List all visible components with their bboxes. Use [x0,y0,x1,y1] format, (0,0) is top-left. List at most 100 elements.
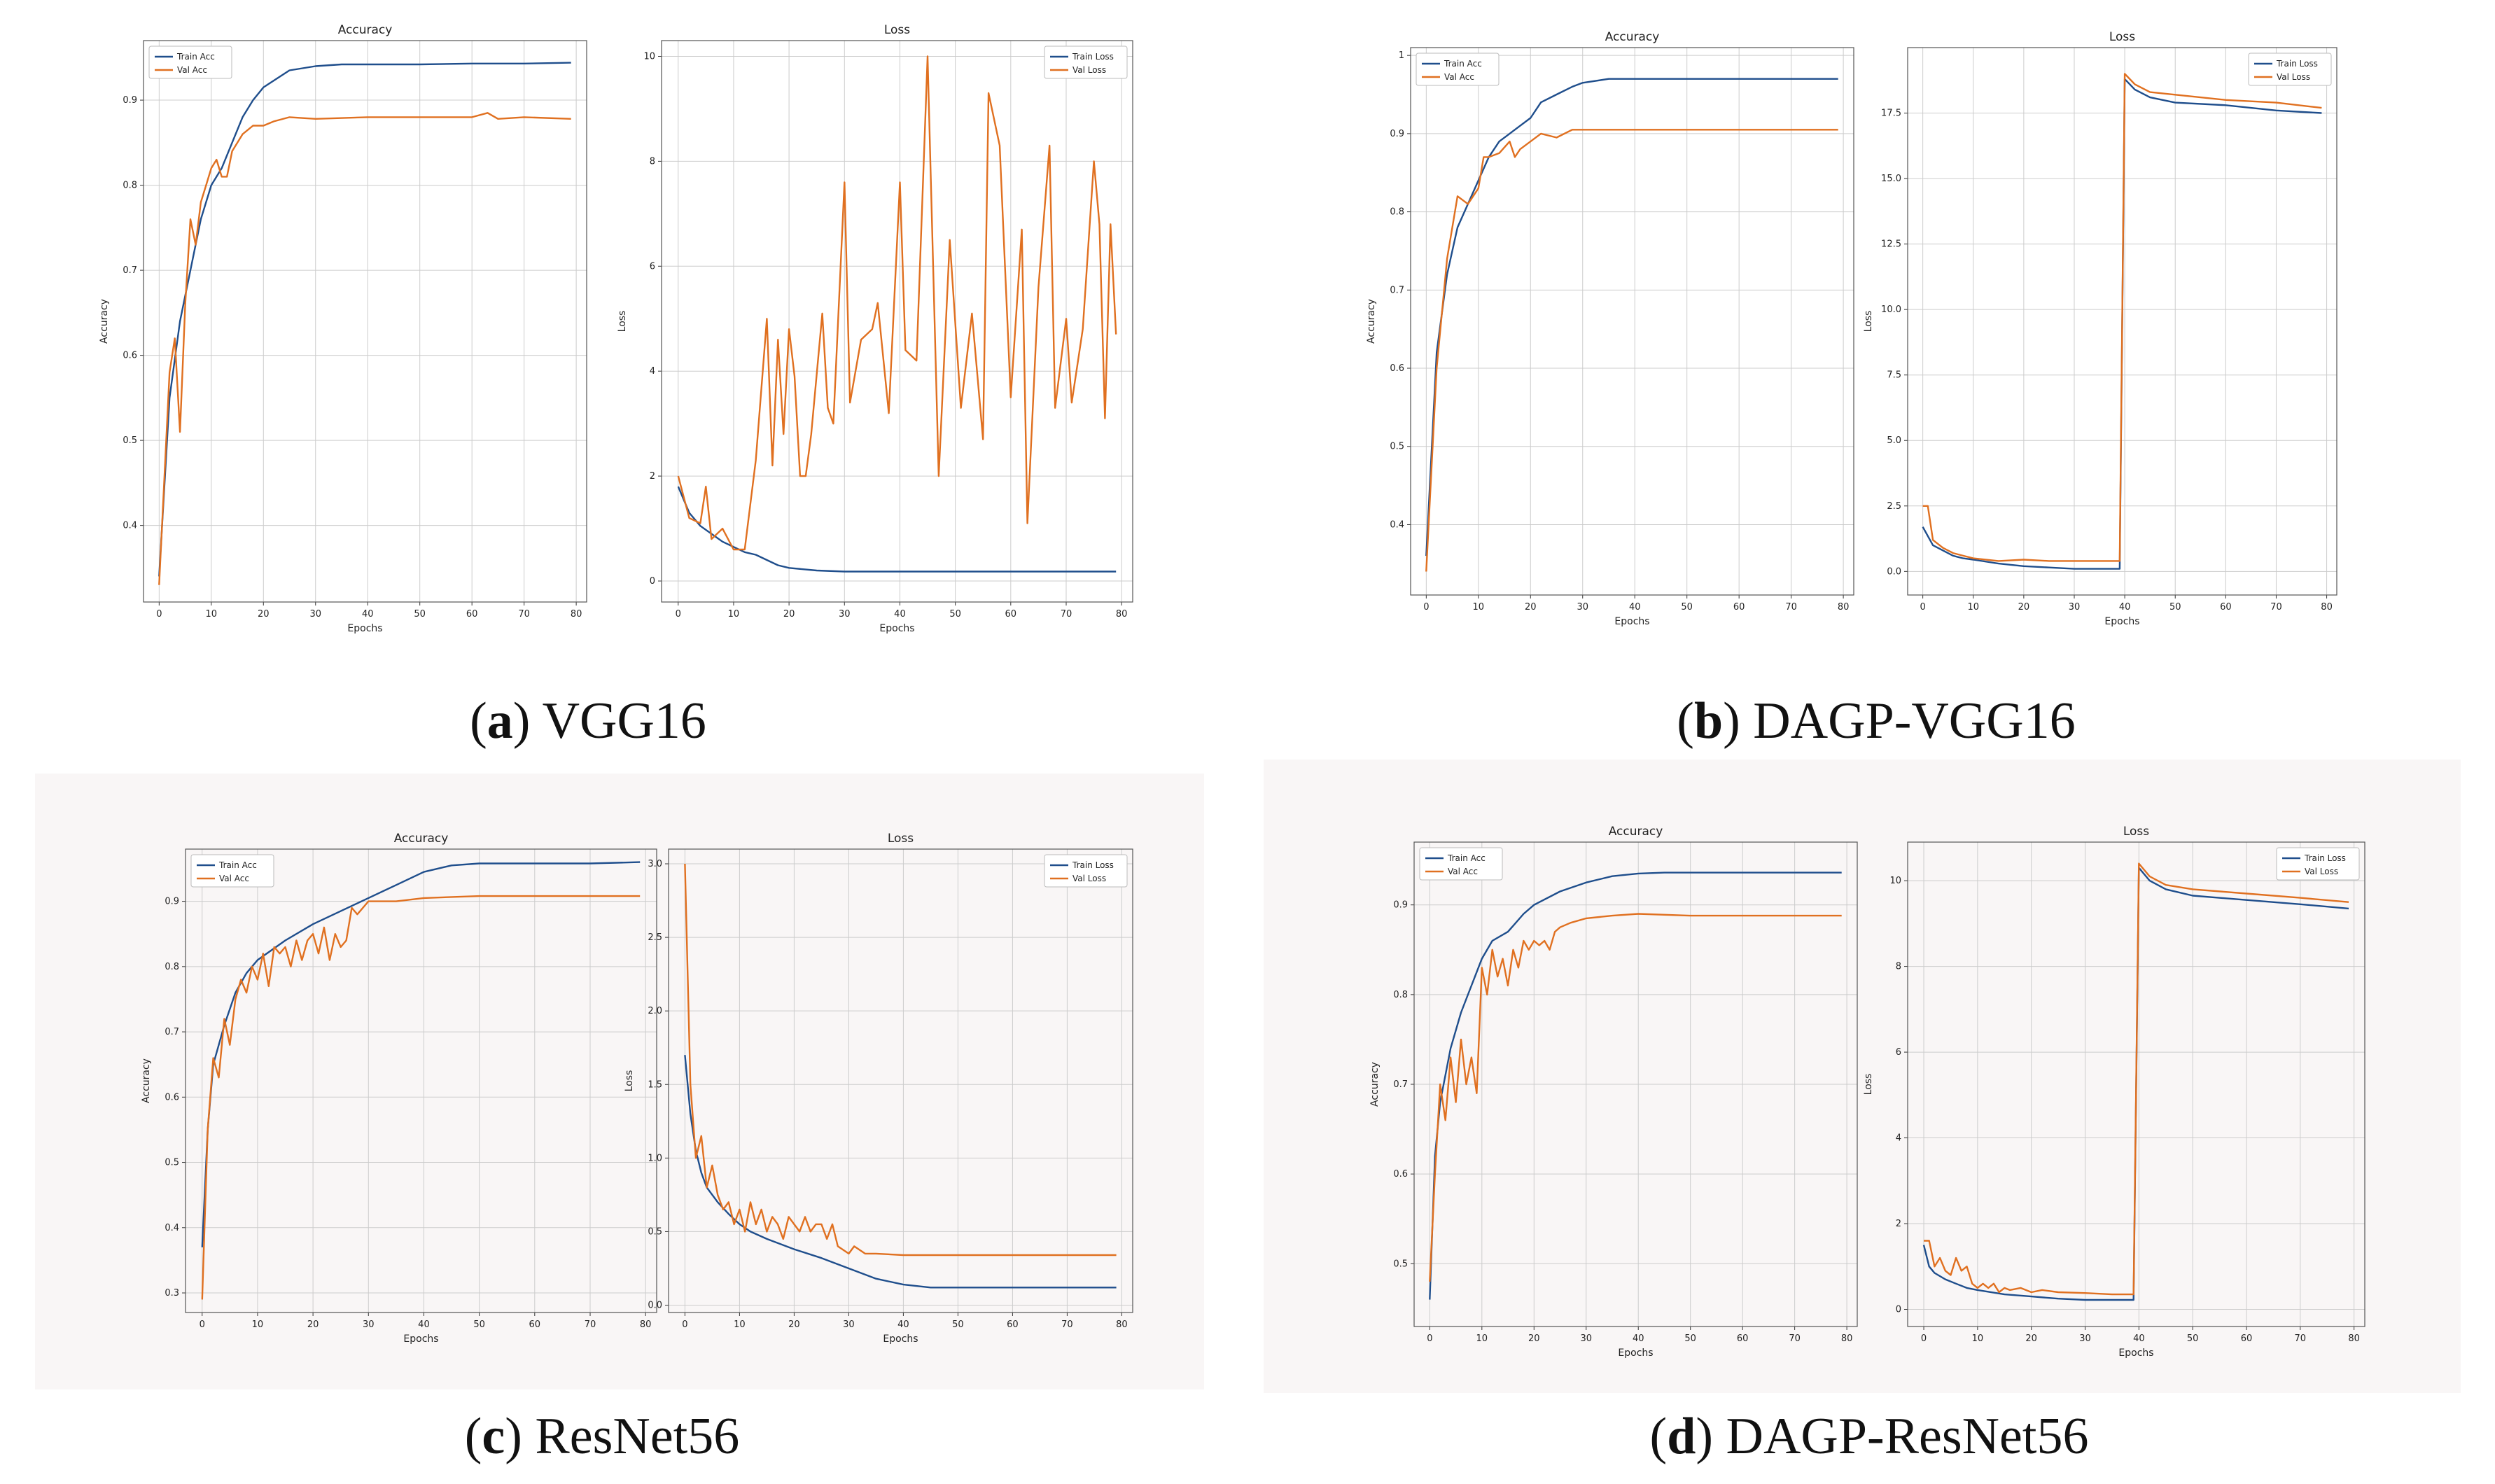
x-tick-label: 0 [1921,1334,1927,1344]
x-tick-label: 60 [1737,1334,1749,1344]
chart-title: Loss [888,832,914,846]
plot-frame [661,40,1133,603]
x-tick-label: 30 [843,1320,855,1330]
y-tick-label: 2.5 [1887,501,1901,512]
x-tick-label: 60 [1007,1320,1019,1330]
caption-a: (a) VGG16 [470,692,706,750]
y-tick-label: 15.0 [1881,174,1901,184]
y-axis-label: Loss [1863,311,1874,332]
panel-a-loss-chart: Loss 0 10 20 30 40 50 60 70 80 0 2 4 6 8 10 Epochs Loss Tr… [609,14,1141,644]
x-tick-label: 80 [2321,602,2333,612]
y-tick-label: 4 [1896,1133,1901,1144]
legend: Train Loss Val Loss [2248,52,2332,86]
chart-title: Accuracy [1609,825,1663,839]
train-series-line [201,861,641,1247]
legend-label: Train Acc [218,860,257,870]
y-tick-label: 0.9 [1390,129,1404,139]
x-tick-label: 40 [2119,602,2131,612]
caption-c-letter: c [482,1408,505,1465]
x-tick-label: 20 [1528,1334,1540,1344]
y-tick-label: 0.4 [165,1223,179,1233]
y-axis-label: Accuracy [99,299,110,344]
train-series-line [684,1055,1117,1289]
y-tick-label: 0.7 [123,265,137,276]
x-tick-label: 0 [1423,602,1429,612]
x-tick-label: 60 [2220,602,2232,612]
val-series-line [1922,73,2322,562]
x-axis-label: Epochs [1614,616,1649,627]
y-tick-label: 0.4 [123,521,137,531]
y-tick-label: 2 [1896,1219,1901,1229]
val-series-line [158,112,571,585]
x-tick-label: 50 [949,609,961,620]
y-tick-label: 0.5 [165,1158,179,1168]
train-series-line [158,62,571,577]
y-tick-label: 0 [1896,1305,1901,1315]
plot-frame [1413,841,1858,1327]
plot-frame [1907,841,2365,1327]
x-tick-label: 20 [2018,602,2030,612]
legend-label: Val Acc [1448,867,1478,876]
x-tick-label: 30 [363,1320,375,1330]
y-tick-label: 10 [1889,876,1901,886]
x-tick-label: 60 [529,1320,541,1330]
x-tick-label: 40 [897,1320,909,1330]
legend-label: Train Loss [1072,52,1114,62]
x-tick-label: 20 [783,609,795,620]
x-tick-label: 0 [676,609,681,620]
x-tick-label: 0 [156,609,162,620]
x-axis-label: Epochs [403,1334,438,1345]
legend-label: Train Acc [1444,59,1482,69]
caption-a-letter: a [487,692,513,750]
legend-label: Val Loss [2277,72,2310,82]
caption-d: (d) DAGP-ResNet56 [1649,1408,2089,1465]
x-tick-label: 20 [307,1320,319,1330]
chart-svg: Accuracy 0 10 20 30 40 50 60 70 80 0.3 0.4 0.5 0.6 0.7… [141,832,657,1345]
y-tick-label: 0.8 [1393,990,1408,1000]
plot-frame [668,848,1133,1313]
caption-c-model: ResNet56 [535,1408,740,1465]
x-tick-label: 40 [1633,1334,1644,1344]
chart-title: Loss [2123,825,2149,839]
y-tick-label: 0.9 [1393,900,1408,911]
panel-d-loss-chart: Loss 0 10 20 30 40 50 60 70 80 0 2 4 6 8 10 Epochs Loss Tr… [1855,816,2373,1368]
panel-b-accuracy-chart: Accuracy 0 10 20 30 40 50 60 70 80 0.4 0.5 0.6 0.7 0.8… [1358,21,1862,637]
legend-label: Val Acc [219,874,249,883]
y-tick-label: 0.0 [648,1300,662,1310]
x-tick-label: 40 [2133,1334,2145,1344]
y-tick-label: 0.9 [123,95,137,106]
x-tick-label: 80 [1838,602,1850,612]
x-tick-label: 70 [585,1320,596,1330]
y-axis-label: Accuracy [1366,299,1377,344]
train-series-line [677,486,1117,573]
x-tick-label: 70 [518,609,530,620]
x-tick-label: 20 [788,1320,800,1330]
y-axis-label: Loss [624,1070,635,1092]
panel-b-loss-chart: Loss 0 10 20 30 40 50 60 70 80 0.0 2.5 5.0 7.5 10.0 12.… [1855,21,2345,637]
x-axis-label: Epochs [2118,1348,2153,1359]
chart-svg: Accuracy 0 10 20 30 40 50 60 70 80 0.5 0.6 0.7 0.8 0.9… [1369,825,1858,1359]
val-series-line [1429,913,1842,1282]
chart-title: Accuracy [394,832,449,846]
x-axis-label: Epochs [883,1334,918,1345]
y-tick-label: 12.5 [1881,239,1901,250]
legend-label: Val Acc [1444,72,1474,82]
y-tick-label: 0.0 [1887,566,1901,577]
y-tick-label: 1.5 [648,1079,662,1090]
x-tick-label: 50 [1684,1334,1696,1344]
legend: Train Acc Val Acc [190,854,274,888]
y-tick-label: 0.8 [123,181,137,191]
y-tick-label: 0.7 [1393,1079,1408,1090]
x-tick-label: 40 [894,609,906,620]
train-series-line [1922,78,2322,570]
legend: Train Acc Val Acc [1416,52,1500,86]
x-tick-label: 70 [1785,602,1797,612]
x-tick-label: 0 [1427,1334,1432,1344]
y-tick-label: 0.8 [165,962,179,972]
x-tick-label: 70 [1789,1334,1801,1344]
caption-b: (b) DAGP-VGG16 [1677,692,2076,750]
x-tick-label: 30 [1580,1334,1592,1344]
y-tick-label: 8 [1896,962,1901,972]
legend: Train Acc Val Acc [1419,847,1503,881]
legend-label: Train Acc [176,52,215,62]
